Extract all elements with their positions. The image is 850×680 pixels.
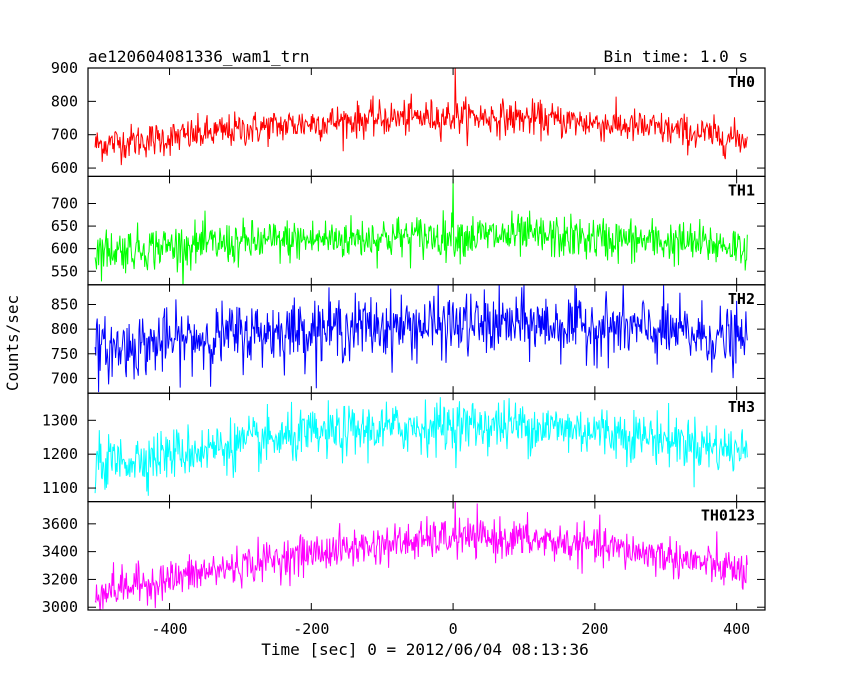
x-tick-label: -400 bbox=[151, 620, 187, 638]
panel-label-th1: TH1 bbox=[728, 181, 755, 199]
y-tick-label: 800 bbox=[51, 92, 78, 110]
x-tick-label: -200 bbox=[293, 620, 329, 638]
y-tick-label: 3000 bbox=[42, 598, 78, 616]
y-tick-label: 3600 bbox=[42, 515, 78, 533]
y-tick-label: 3400 bbox=[42, 543, 78, 561]
series-line-th2 bbox=[94, 284, 748, 393]
panel-label-th3: TH3 bbox=[728, 398, 755, 416]
y-tick-label: 600 bbox=[51, 240, 78, 258]
panel-label-th2: TH2 bbox=[728, 290, 755, 308]
y-tick-label: 550 bbox=[51, 262, 78, 280]
panel-th1: 550 600 650 700 TH1 bbox=[51, 175, 766, 286]
panel-th3: 1100 1200 1300 TH3 bbox=[42, 392, 766, 503]
y-tick-label: 900 bbox=[51, 59, 78, 77]
header-bin-time: Bin time: 1.0 s bbox=[604, 47, 749, 66]
panel-frame bbox=[87, 501, 766, 611]
y-axis-title: Counts/sec bbox=[3, 295, 22, 391]
series-line-th0123 bbox=[94, 501, 748, 611]
panel-frame bbox=[87, 67, 766, 178]
y-tick-label: 1200 bbox=[42, 445, 78, 463]
series-line-th0 bbox=[94, 68, 748, 166]
x-axis-title: Time [sec] 0 = 2012/06/04 08:13:36 bbox=[261, 640, 589, 659]
header-left-title: ae120604081336_wam1_trn bbox=[88, 47, 310, 66]
panel-th0: 600 700 800 900 TH0 bbox=[51, 59, 766, 178]
y-tick-label: 850 bbox=[51, 296, 78, 314]
panel-th2: 700 750 800 850 TH2 bbox=[51, 284, 766, 394]
x-tick-label: 400 bbox=[723, 620, 750, 638]
panel-frame bbox=[87, 175, 766, 286]
x-tick-label: 200 bbox=[581, 620, 608, 638]
panel-th0123: 3000 3200 3400 3600 TH0123 bbox=[42, 501, 766, 616]
panel-label-th0123: TH0123 bbox=[701, 507, 755, 525]
y-tick-label: 700 bbox=[51, 369, 78, 387]
y-tick-label: 750 bbox=[51, 345, 78, 363]
y-tick-label: 3200 bbox=[42, 570, 78, 588]
y-tick-label: 1300 bbox=[42, 411, 78, 429]
y-tick-label: 1100 bbox=[42, 479, 78, 497]
y-tick-label: 600 bbox=[51, 159, 78, 177]
y-tick-label: 700 bbox=[51, 126, 78, 144]
y-tick-label: 650 bbox=[51, 217, 78, 235]
series-line-th3 bbox=[94, 397, 748, 496]
series-line-th1 bbox=[94, 178, 748, 285]
x-tick-label: 0 bbox=[449, 620, 458, 638]
y-tick-label: 700 bbox=[51, 195, 78, 213]
panel-stack: 600 700 800 900 TH0 550 600 650 700 TH1 700 750 800 8… bbox=[42, 59, 766, 616]
panel-label-th0: TH0 bbox=[728, 73, 755, 91]
y-tick-label: 800 bbox=[51, 320, 78, 338]
x-axis: -400 -200 0 200 400 bbox=[151, 620, 750, 638]
